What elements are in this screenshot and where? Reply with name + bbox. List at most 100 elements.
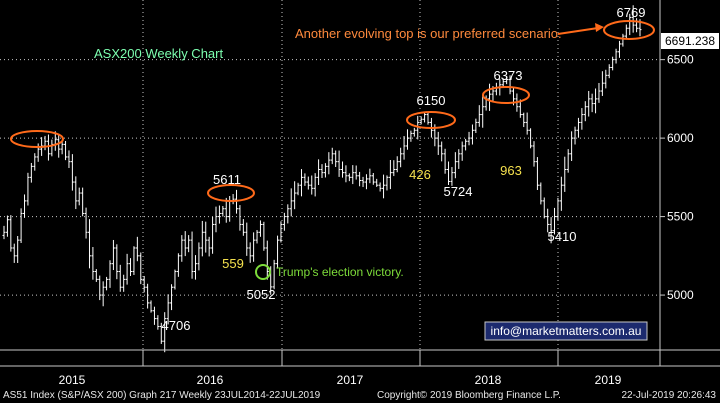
- ohlc-bar: [163, 312, 167, 353]
- chart-title: ASX200 Weekly Chart: [94, 46, 223, 61]
- ohlc-bar: [180, 235, 184, 262]
- ohlc-bar: [607, 64, 611, 79]
- ohlc-bar: [443, 148, 447, 174]
- ohlc-bar: [508, 75, 512, 95]
- top-circle-2018a: [406, 111, 456, 129]
- ohlc-bar: [221, 205, 225, 217]
- x-tick-2018: 2018: [475, 373, 502, 387]
- ohlc-bar: [170, 284, 174, 311]
- ohlc-bar: [200, 220, 204, 257]
- ohlc-bar: [190, 231, 194, 279]
- ohlc-bar: [214, 206, 218, 233]
- ohlc-bar: [125, 253, 129, 285]
- price-label-5410: 5410: [548, 229, 577, 244]
- price-label-5611: 5611: [213, 172, 241, 187]
- ohlc-bar: [64, 140, 68, 161]
- ohlc-bar: [559, 176, 563, 211]
- ohlc-bar: [549, 217, 553, 244]
- ohlc-bar: [556, 197, 560, 221]
- footer-right: 22-Jul-2019 20:26:43: [621, 390, 716, 401]
- ohlc-bar: [453, 152, 457, 179]
- x-tick-2016: 2016: [197, 373, 224, 387]
- ohlc-bar: [207, 236, 211, 257]
- ohlc-bar: [320, 164, 324, 179]
- ohlc-bar: [135, 236, 139, 262]
- ohlc-bar: [477, 105, 481, 127]
- ohlc-bar: [279, 221, 283, 243]
- ohlc-bar: [354, 165, 358, 180]
- ohlc-bar: [26, 172, 30, 206]
- ohlc-bar: [405, 129, 409, 150]
- ohlc-bar: [546, 208, 550, 233]
- points-label-559: 559: [222, 256, 244, 271]
- ohlc-bar: [378, 182, 382, 192]
- ohlc-bar: [351, 165, 355, 185]
- ohlc-bar: [293, 181, 297, 210]
- ohlc-bar: [16, 236, 20, 263]
- ohlc-bar: [590, 93, 594, 113]
- y-tick-label: 6000: [667, 131, 694, 145]
- ohlc-bar: [306, 176, 310, 190]
- ohlc-bar: [46, 134, 50, 161]
- ohlc-bar: [303, 173, 307, 186]
- email-box: [484, 321, 648, 341]
- ohlc-bar: [108, 260, 112, 288]
- footer-left: AS51 Index (S&P/ASX 200) Graph 217 Weekl…: [3, 390, 321, 401]
- ohlc-bar: [474, 118, 478, 133]
- annotation-election: Trump's election victory.: [276, 265, 404, 279]
- ohlc-bar: [532, 141, 536, 167]
- ohlc-bar: [204, 221, 208, 253]
- annotation-arrow: [557, 27, 599, 35]
- ohlc-bar: [409, 130, 413, 142]
- ohlc-bar: [364, 174, 368, 190]
- ohlc-bar: [211, 216, 215, 254]
- ohlc-bar: [139, 252, 143, 285]
- y-axis-ticks: 5000 5500 6000 6500: [660, 53, 694, 302]
- last-value-box: [661, 33, 719, 49]
- ohlc-bar: [282, 212, 286, 231]
- ohlc-bar: [91, 246, 95, 280]
- ohlc-bar: [262, 221, 266, 251]
- ohlc-bar: [94, 269, 98, 282]
- ohlc-bar: [57, 133, 61, 158]
- ohlc-bar: [423, 112, 427, 123]
- top-circle-2018b: [482, 86, 530, 104]
- ohlc-bar: [457, 149, 461, 169]
- ohlc-bar: [347, 173, 351, 182]
- ohlc-bar: [323, 163, 327, 178]
- ohlc-bar: [149, 300, 153, 313]
- ohlc-bar: [258, 220, 262, 237]
- ohlc-bar: [371, 172, 375, 185]
- ohlc-bar: [436, 131, 440, 155]
- ohlc-bar: [152, 306, 156, 325]
- ohlc-bar: [241, 219, 245, 236]
- ohlc-bar: [118, 264, 122, 292]
- ohlc-bar: [587, 90, 591, 117]
- ohlc-bar: [317, 159, 321, 185]
- ohlc-bar: [522, 112, 526, 128]
- annotation-arrow-head: [595, 23, 604, 32]
- ohlc-bar: [447, 161, 451, 185]
- ohlc-bar: [33, 153, 37, 171]
- ohlc-bar: [464, 138, 468, 151]
- price-label-6769: 6769: [617, 5, 646, 20]
- ohlc-bar: [115, 244, 119, 280]
- ohlc-bar: [176, 253, 180, 277]
- ohlc-bar: [252, 232, 256, 262]
- ohlc-bar: [296, 182, 300, 196]
- ohlc-bar: [238, 205, 242, 231]
- ohlc-bar: [142, 275, 146, 293]
- ohlc-bar: [81, 187, 85, 217]
- ohlc-bar: [597, 82, 601, 103]
- ohlc-bar: [310, 175, 314, 195]
- ohlc-bar: [375, 178, 379, 187]
- ohlc-bar: [576, 117, 580, 138]
- ohlc-bar: [358, 171, 362, 187]
- ohlc-bar: [2, 225, 6, 240]
- ohlc-bar: [224, 197, 228, 223]
- ohlc-bar: [166, 294, 170, 325]
- ohlc-bar: [600, 71, 604, 96]
- ohlc-bar: [23, 194, 27, 218]
- ohlc-bar: [286, 204, 290, 224]
